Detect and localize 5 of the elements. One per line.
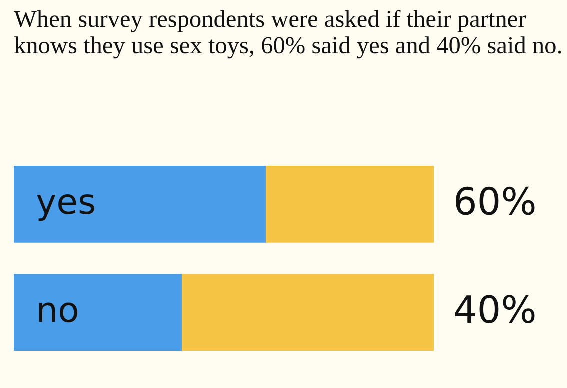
data-label: 60% <box>456 186 535 216</box>
data-label: 40% <box>455 295 535 324</box>
y-tick-label: no <box>39 302 78 323</box>
chart-title: When survey respondents were asked if their partner knows they use sex toys, 60% said yes and 40% said no. <box>14 10 562 59</box>
y-tick-label: yes <box>37 194 94 222</box>
